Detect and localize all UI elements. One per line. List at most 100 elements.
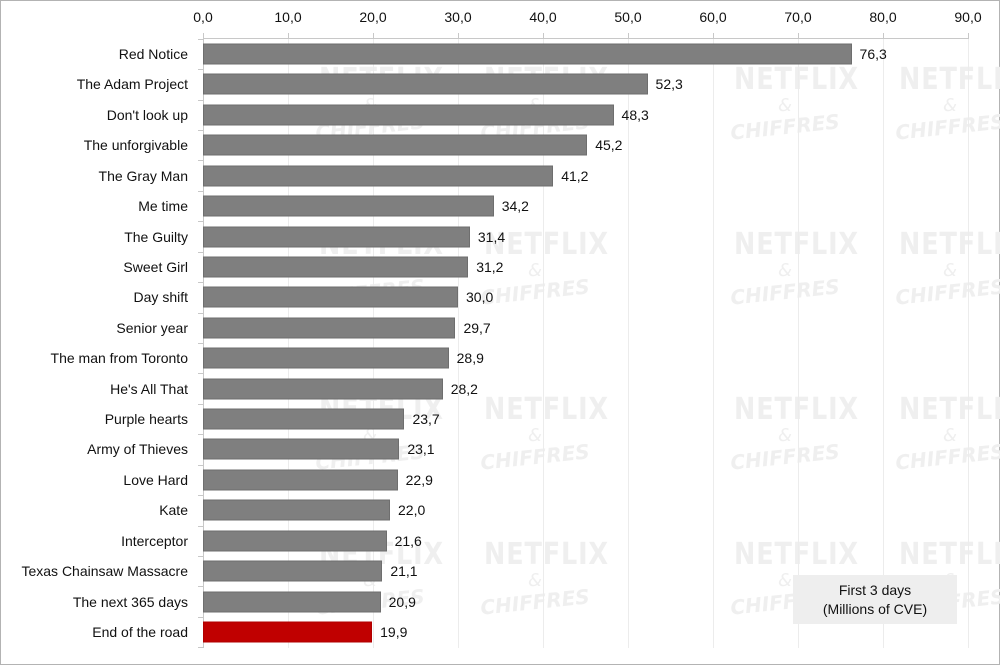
y-tick-mark [198, 617, 203, 618]
gridline [968, 38, 969, 648]
value-label: 21,1 [390, 563, 418, 580]
value-label: 76,3 [859, 46, 887, 62]
x-tick-mark [543, 33, 544, 39]
legend-line-2: (Millions of CVE) [822, 600, 928, 617]
category-label: Me time [138, 198, 188, 215]
y-tick-mark [198, 252, 203, 253]
x-tick-mark [798, 33, 799, 39]
value-label: 31,2 [476, 258, 504, 275]
value-label: 23,1 [407, 441, 435, 458]
y-tick-mark [198, 465, 203, 466]
value-label: 30,0 [466, 289, 494, 306]
value-label: 19,9 [380, 623, 408, 640]
bar [203, 104, 614, 126]
watermark-logo: NETFLIX&CHIFFRES [479, 537, 609, 620]
y-tick-mark [198, 100, 203, 101]
value-label: 45,2 [595, 137, 623, 154]
category-label: The next 365 days [72, 593, 188, 610]
legend-line-1: First 3 days [838, 581, 912, 598]
gridline [798, 38, 799, 648]
bar [203, 560, 383, 582]
y-tick-mark [198, 221, 203, 222]
value-label: 20,9 [388, 593, 416, 610]
x-tick-label: 60,0 [699, 9, 727, 25]
y-axis-line [203, 38, 204, 648]
gridline [458, 38, 459, 648]
category-label: Kate [159, 502, 188, 519]
watermark-logo: NETFLIX&CHIFFRES [729, 227, 859, 310]
watermark-logo: NETFLIX&CHIFFRES [729, 392, 859, 475]
highlighted-bar [203, 621, 373, 643]
x-tick-mark [968, 33, 969, 39]
watermark-logo: NETFLIX&CHIFFRES [894, 62, 1000, 145]
gridline [288, 38, 289, 648]
bar [203, 347, 449, 369]
x-tick-mark [373, 33, 374, 39]
bar [203, 317, 456, 339]
bar [203, 195, 494, 217]
y-tick-mark [198, 160, 203, 161]
category-label: Red Notice [118, 46, 188, 62]
bar [203, 43, 852, 65]
x-tick-mark [713, 33, 714, 39]
value-label: 28,2 [450, 380, 478, 397]
watermark-logo: NETFLIX&CHIFFRES [894, 392, 1000, 475]
gridline [713, 38, 714, 648]
gridline [543, 38, 544, 648]
bar [203, 438, 400, 460]
category-label: Sweet Girl [123, 258, 188, 275]
x-axis-line [203, 38, 968, 39]
y-tick-mark [198, 556, 203, 557]
value-label: 41,2 [561, 167, 589, 184]
x-tick-label: 20,0 [359, 9, 387, 25]
category-label: He's All That [110, 380, 188, 397]
bar [203, 469, 398, 491]
x-tick-label: 70,0 [784, 9, 812, 25]
category-label: The Adam Project [76, 76, 188, 93]
category-label: Day shift [133, 289, 188, 306]
category-label: The Guilty [124, 228, 188, 245]
category-label: The unforgivable [83, 137, 188, 154]
bar [203, 165, 554, 187]
x-tick-label: 0,0 [193, 9, 213, 25]
bar [203, 226, 470, 248]
bar [203, 408, 405, 430]
y-tick-mark [198, 526, 203, 527]
x-tick-mark [458, 33, 459, 39]
bar [203, 378, 443, 400]
watermark-logo: NETFLIX&CHIFFRES [894, 227, 1000, 310]
y-tick-mark [198, 313, 203, 314]
x-tick-label: 80,0 [869, 9, 897, 25]
category-label: Texas Chainsaw Massacre [21, 563, 188, 580]
bar [203, 591, 381, 613]
value-label: 31,4 [477, 228, 506, 245]
value-label: 23,7 [412, 411, 440, 428]
y-tick-mark [198, 282, 203, 283]
value-label: 22,9 [405, 471, 433, 488]
y-tick-mark [198, 373, 203, 374]
value-label: 21,6 [394, 532, 422, 549]
x-tick-label: 30,0 [444, 9, 472, 25]
bar [203, 73, 648, 95]
watermark-logo: NETFLIX&CHIFFRES [729, 62, 859, 145]
category-label: Army of Thieves [87, 441, 188, 458]
y-tick-mark [198, 586, 203, 587]
category-label: Don't look up [106, 106, 188, 123]
y-tick-mark [198, 495, 203, 496]
value-label: 29,7 [463, 319, 491, 336]
value-label: 52,3 [655, 76, 683, 93]
bar [203, 256, 469, 278]
y-tick-mark [198, 434, 203, 435]
category-label: The man from Toronto [50, 350, 188, 367]
value-label: 28,9 [456, 350, 484, 367]
gridline [628, 38, 629, 648]
y-tick-mark [198, 343, 203, 344]
category-label: End of the road [92, 623, 188, 640]
bar [203, 286, 458, 308]
gridline [883, 38, 884, 648]
gridline [373, 38, 374, 648]
value-label: 34,2 [501, 198, 529, 215]
category-label: The Gray Man [98, 167, 188, 184]
y-tick-mark [198, 404, 203, 405]
category-label: Purple hearts [104, 411, 188, 428]
